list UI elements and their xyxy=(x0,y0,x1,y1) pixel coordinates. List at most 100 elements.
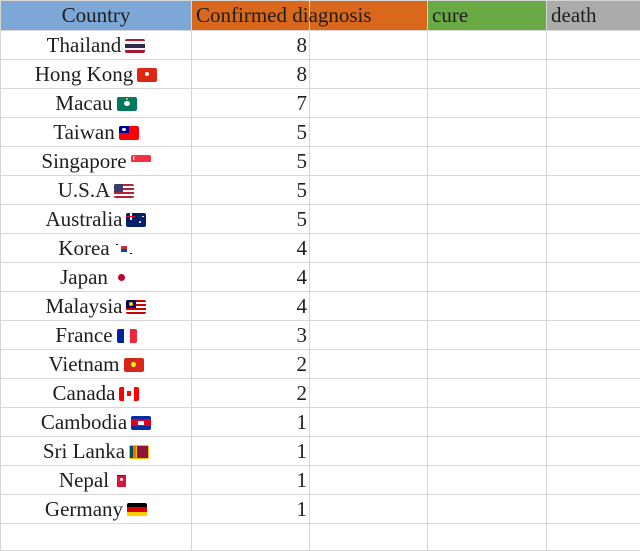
cure-cell[interactable] xyxy=(428,147,547,176)
death-cell[interactable] xyxy=(547,292,640,321)
empty-cell[interactable] xyxy=(310,408,428,437)
cure-cell[interactable] xyxy=(428,31,547,60)
cure-cell[interactable] xyxy=(428,466,547,495)
header-cure[interactable]: cure xyxy=(428,1,547,31)
empty-cell[interactable] xyxy=(310,234,428,263)
thailand-flag-icon xyxy=(125,39,145,53)
country-cell[interactable]: Japan xyxy=(1,263,192,292)
death-cell[interactable] xyxy=(547,176,640,205)
cure-cell[interactable] xyxy=(428,263,547,292)
country-cell[interactable]: Hong Kong xyxy=(1,60,192,89)
empty-cell[interactable] xyxy=(310,292,428,321)
empty-cell[interactable] xyxy=(428,524,547,551)
country-cell[interactable]: France xyxy=(1,321,192,350)
header-death[interactable]: death xyxy=(547,1,640,31)
confirmed-cell[interactable]: 5 xyxy=(192,205,310,234)
death-cell[interactable] xyxy=(547,408,640,437)
header-confirmed[interactable]: Confirmed diagnosis xyxy=(192,1,310,31)
empty-cell[interactable] xyxy=(310,89,428,118)
cure-cell[interactable] xyxy=(428,379,547,408)
cure-cell[interactable] xyxy=(428,321,547,350)
country-cell[interactable]: Cambodia xyxy=(1,408,192,437)
confirmed-cell[interactable]: 7 xyxy=(192,89,310,118)
empty-cell[interactable] xyxy=(310,495,428,524)
country-cell[interactable]: Nepal xyxy=(1,466,192,495)
death-cell[interactable] xyxy=(547,321,640,350)
confirmed-cell[interactable]: 4 xyxy=(192,292,310,321)
confirmed-cell[interactable]: 1 xyxy=(192,437,310,466)
header-country[interactable]: Country xyxy=(1,1,192,31)
empty-cell[interactable] xyxy=(310,379,428,408)
empty-cell[interactable] xyxy=(310,321,428,350)
country-cell[interactable]: Australia xyxy=(1,205,192,234)
country-cell[interactable]: Thailand xyxy=(1,31,192,60)
empty-cell[interactable] xyxy=(1,524,192,551)
country-cell[interactable]: U.S.A xyxy=(1,176,192,205)
country-cell[interactable]: Taiwan xyxy=(1,118,192,147)
country-cell[interactable]: Korea xyxy=(1,234,192,263)
empty-cell[interactable] xyxy=(310,176,428,205)
country-cell[interactable]: Vietnam xyxy=(1,350,192,379)
confirmed-cell[interactable]: 1 xyxy=(192,495,310,524)
empty-cell[interactable] xyxy=(310,350,428,379)
empty-cell[interactable] xyxy=(310,524,428,551)
country-cell[interactable]: Germany xyxy=(1,495,192,524)
confirmed-cell[interactable]: 4 xyxy=(192,234,310,263)
death-cell[interactable] xyxy=(547,205,640,234)
confirmed-cell[interactable]: 8 xyxy=(192,31,310,60)
empty-cell[interactable] xyxy=(310,205,428,234)
country-cell[interactable]: Singapore xyxy=(1,147,192,176)
empty-cell[interactable] xyxy=(310,118,428,147)
confirmed-cell[interactable]: 5 xyxy=(192,118,310,147)
confirmed-cell[interactable]: 1 xyxy=(192,408,310,437)
cure-cell[interactable] xyxy=(428,234,547,263)
cure-cell[interactable] xyxy=(428,292,547,321)
cure-cell[interactable] xyxy=(428,437,547,466)
empty-cell[interactable] xyxy=(310,263,428,292)
death-cell[interactable] xyxy=(547,31,640,60)
empty-cell[interactable] xyxy=(192,524,310,551)
empty-cell[interactable] xyxy=(310,60,428,89)
empty-cell[interactable] xyxy=(310,31,428,60)
confirmed-cell[interactable]: 3 xyxy=(192,321,310,350)
empty-cell[interactable] xyxy=(310,466,428,495)
empty-cell[interactable] xyxy=(310,437,428,466)
cure-cell[interactable] xyxy=(428,408,547,437)
death-cell[interactable] xyxy=(547,60,640,89)
death-cell[interactable] xyxy=(547,118,640,147)
death-cell[interactable] xyxy=(547,89,640,118)
cure-cell[interactable] xyxy=(428,350,547,379)
cure-cell[interactable] xyxy=(428,60,547,89)
cure-cell[interactable] xyxy=(428,176,547,205)
empty-cell[interactable] xyxy=(310,147,428,176)
confirmed-cell[interactable]: 4 xyxy=(192,263,310,292)
death-cell[interactable] xyxy=(547,350,640,379)
cure-cell[interactable] xyxy=(428,89,547,118)
death-cell[interactable] xyxy=(547,234,640,263)
confirmed-cell[interactable]: 1 xyxy=(192,466,310,495)
country-cell[interactable]: Canada xyxy=(1,379,192,408)
country-name: Malaysia xyxy=(46,294,123,318)
death-cell[interactable] xyxy=(547,263,640,292)
confirmed-cell[interactable]: 2 xyxy=(192,350,310,379)
death-cell[interactable] xyxy=(547,437,640,466)
death-cell[interactable] xyxy=(547,147,640,176)
country-cell[interactable]: Malaysia xyxy=(1,292,192,321)
confirmed-cell[interactable]: 8 xyxy=(192,60,310,89)
cure-cell[interactable] xyxy=(428,205,547,234)
confirmed-cell[interactable]: 2 xyxy=(192,379,310,408)
country-cell[interactable]: Sri Lanka xyxy=(1,437,192,466)
death-cell[interactable] xyxy=(547,379,640,408)
country-cell[interactable]: Macau xyxy=(1,89,192,118)
death-cell[interactable] xyxy=(547,466,640,495)
cure-cell[interactable] xyxy=(428,118,547,147)
confirmed-cell[interactable]: 5 xyxy=(192,176,310,205)
empty-cell[interactable] xyxy=(547,524,640,551)
cure-cell[interactable] xyxy=(428,495,547,524)
confirmed-cell[interactable]: 5 xyxy=(192,147,310,176)
death-cell[interactable] xyxy=(547,495,640,524)
